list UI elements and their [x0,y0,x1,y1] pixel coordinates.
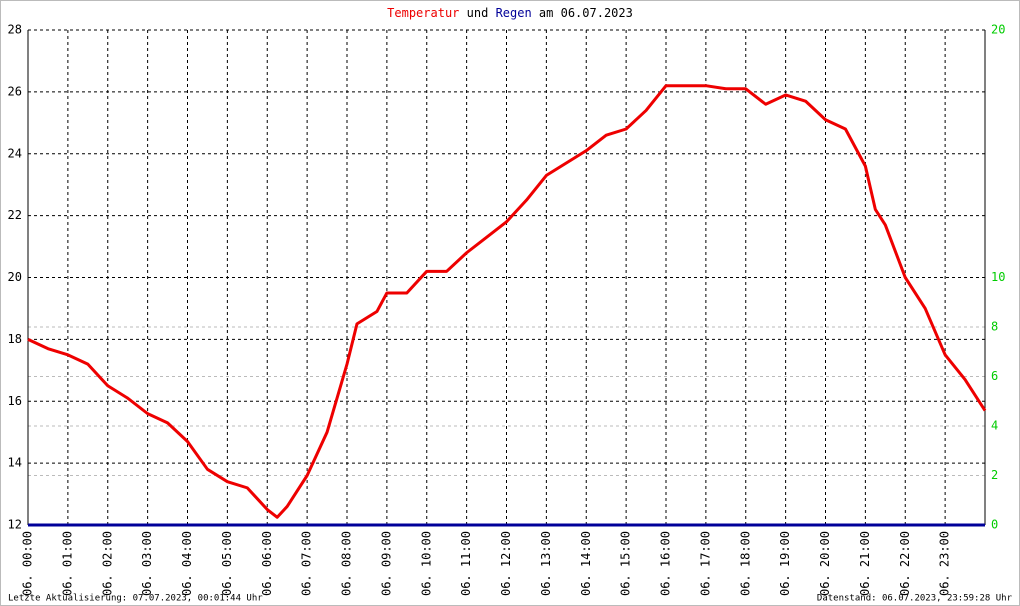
x-tick-label: 06. 19:00 [778,531,792,596]
x-tick-label: 06. 01:00 [60,531,74,596]
y2-tick-label: 6 [991,369,998,383]
y-tick-label: 28 [8,23,22,37]
y2-tick-label: 0 [991,518,998,532]
x-tick-label: 06. 03:00 [140,531,154,596]
x-tick-label: 06. 15:00 [619,531,633,596]
title-part: am 06.07.2023 [539,6,633,20]
y2-tick-label: 8 [991,320,998,334]
chart-title: Temperatur und Regen am 06.07.2023 [387,6,633,20]
y2-tick-label: 4 [991,419,998,433]
x-tick-label: 06. 16:00 [659,531,673,596]
y2-tick-label: 20 [991,23,1005,37]
x-tick-label: 06. 05:00 [220,531,234,596]
x-tick-label: 06. 23:00 [938,531,952,596]
y2-tick-label: 2 [991,468,998,482]
footer-left: Letzte Aktualisierung: 07.07.2023, 00:01… [8,594,263,604]
x-tick-label: 06. 08:00 [340,531,354,596]
title-part: und [467,6,489,20]
x-tick-label: 06. 17:00 [698,531,712,596]
y2-tick-label: 10 [991,270,1005,284]
x-tick-label: 06. 09:00 [379,531,393,596]
y-tick-label: 14 [8,456,22,470]
y-tick-label: 22 [8,208,22,222]
x-tick-label: 06. 12:00 [499,531,513,596]
x-tick-label: 06. 11:00 [459,531,473,596]
title-part: Temperatur [387,6,459,20]
x-tick-label: 06. 06:00 [260,531,274,596]
y-tick-label: 26 [8,84,22,98]
y-tick-label: 16 [8,394,22,408]
x-tick-label: 06. 14:00 [579,531,593,596]
y-tick-label: 18 [8,332,22,346]
x-tick-label: 06. 04:00 [180,531,194,596]
y-tick-label: 12 [8,518,22,532]
x-tick-label: 06. 07:00 [300,531,314,596]
y-tick-label: 20 [8,270,22,284]
y-tick-label: 24 [8,146,22,160]
x-tick-label: 06. 02:00 [100,531,114,596]
footer-right: Datenstand: 06.07.2023, 23:59:28 Uhr [817,594,1013,604]
x-tick-label: 06. 20:00 [818,531,832,596]
x-tick-label: 06. 18:00 [738,531,752,596]
x-tick-label: 06. 10:00 [419,531,433,596]
x-tick-label: 06. 22:00 [898,531,912,596]
series-line [27,84,987,519]
x-tick-label: 06. 13:00 [539,531,553,596]
x-tick-label: 06. 00:00 [21,531,35,596]
x-tick-label: 06. 21:00 [858,531,872,596]
title-part: Regen [496,6,532,20]
